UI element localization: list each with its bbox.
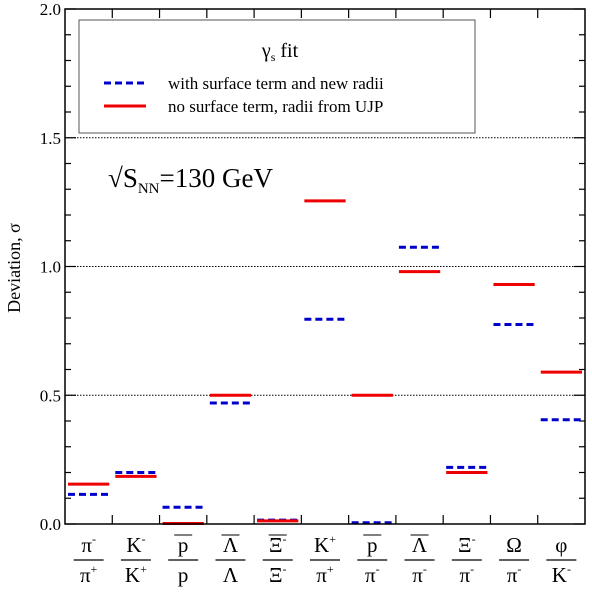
category-numerator: φ (555, 533, 567, 557)
category-denominator: Λ (223, 563, 239, 587)
y-tick-label: 2.0 (40, 0, 61, 19)
category-label: K+ π+ (310, 532, 340, 587)
category-label: φ K- (546, 533, 577, 587)
category-numerator: Ω (506, 533, 522, 557)
category-denominator: π- (365, 562, 380, 587)
category-label: Ωπ- (499, 533, 530, 587)
category-denominator: π- (412, 562, 427, 587)
category-numerator: Λ (412, 533, 428, 557)
axis-ticks (65, 8, 585, 525)
category-label: Ξ- Ξ- (262, 532, 293, 587)
category-label: Ξ-π- (451, 532, 482, 587)
category-denominator: π- (460, 562, 475, 587)
y-tick-labels: 0.0 0.5 1.0 1.5 2.0 (40, 0, 61, 534)
category-denominator: π+ (80, 562, 98, 587)
category-numerator: Λ (223, 533, 239, 557)
category-label: p π- (357, 533, 388, 587)
data-marks (68, 199, 582, 525)
category-numerator: Ξ- (269, 532, 287, 557)
category-label: Λπ- (404, 533, 435, 587)
y-tick-label: 1.5 (40, 129, 61, 148)
legend-box (78, 19, 476, 134)
category-denominator: p (178, 563, 189, 587)
y-tick-label: 1.0 (40, 258, 61, 277)
category-denominator: K- (552, 562, 571, 587)
legend-label-no-surface-term: no surface term, radii from UJP (168, 97, 383, 116)
category-numerator: π- (81, 532, 96, 557)
category-denominator: K+ (125, 562, 147, 587)
legend: γs fit with surface term and new radii n… (78, 19, 476, 134)
category-denominator: Ξ- (269, 562, 287, 587)
category-denominator: π- (507, 562, 522, 587)
y-tick-label: 0.5 (40, 386, 61, 405)
legend-label-surface-term: with surface term and new radii (168, 74, 384, 93)
category-label: pp (168, 533, 199, 587)
y-axis-label: Deviation, σ (4, 223, 24, 313)
energy-annotation: √SNN=130 GeV (108, 163, 273, 197)
plot-frame (64, 8, 586, 525)
category-label: ΛΛ (215, 533, 246, 587)
legend-title: γs fit (261, 40, 299, 64)
category-numerator: K- (126, 532, 145, 557)
category-numerator: p (178, 533, 189, 557)
category-label: π-π+ (73, 532, 104, 587)
y-tick-label: 0.0 (40, 515, 61, 534)
category-denominator: π+ (316, 562, 334, 587)
category-numerator: p (367, 533, 378, 557)
reference-lines (65, 137, 585, 396)
category-label: K- K+ (120, 532, 151, 587)
category-numerator: Ξ- (458, 532, 476, 557)
category-numerator: K+ (314, 532, 336, 557)
